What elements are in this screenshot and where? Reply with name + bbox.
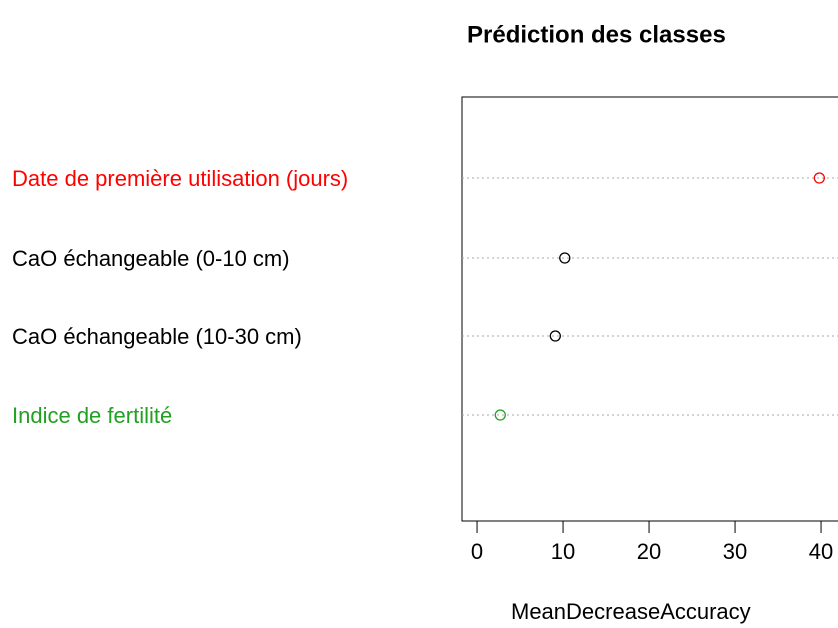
x-tick-label: 20 [637, 539, 661, 564]
x-tick-label: 10 [551, 539, 575, 564]
category-label: CaO échangeable (0-10 cm) [12, 246, 290, 271]
category-label: Indice de fertilité [12, 403, 172, 428]
dot [813, 172, 825, 184]
category-label: CaO échangeable (10-30 cm) [12, 324, 302, 349]
x-tick-label: 40 [809, 539, 833, 564]
x-tick-label: 0 [471, 539, 483, 564]
dot [549, 330, 561, 342]
category-label: Date de première utilisation (jours) [12, 166, 348, 191]
x-tick-label: 30 [723, 539, 747, 564]
chart-title: Prédiction des classes [467, 21, 726, 48]
plot-box [461, 96, 838, 522]
dot [494, 409, 506, 421]
x-axis-label: MeanDecreaseAccuracy [511, 599, 751, 624]
dot [559, 252, 571, 264]
